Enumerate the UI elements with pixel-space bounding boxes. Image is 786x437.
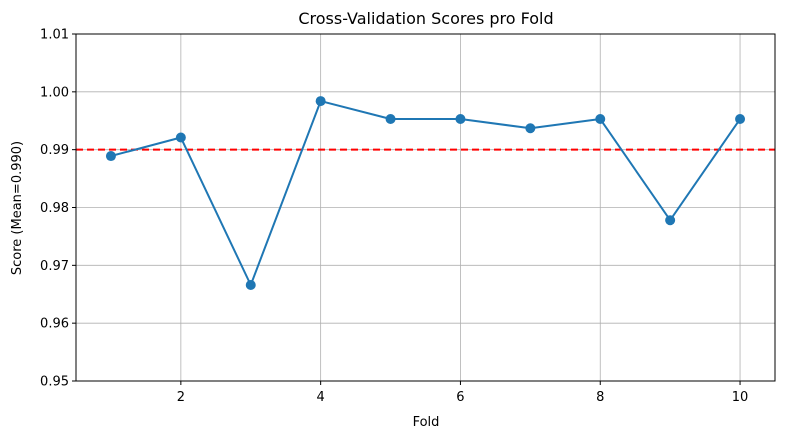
data-point xyxy=(385,114,396,125)
data-point xyxy=(105,151,116,162)
series-line xyxy=(110,100,741,286)
x-tick-label: 6 xyxy=(456,390,464,405)
y-tick-label: 0.99 xyxy=(40,143,69,158)
y-tick-label: 1.00 xyxy=(40,85,69,100)
y-axis-label: Score (Mean=0.990) xyxy=(10,141,25,275)
y-tick-label: 1.01 xyxy=(40,28,69,43)
chart-title: Cross-Validation Scores pro Fold xyxy=(298,9,553,28)
data-point xyxy=(665,215,676,226)
data-point xyxy=(735,114,746,125)
x-tick-label: 8 xyxy=(596,390,604,405)
x-tick-label: 10 xyxy=(732,390,749,405)
y-tick-label: 0.97 xyxy=(40,259,69,274)
series-layer xyxy=(105,96,746,290)
x-axis-label: Fold xyxy=(413,415,440,430)
ticks: 2 4 6 8 10 0.95 0.96 0.97 0.98 0.99 1.00 1.01 xyxy=(40,28,748,406)
data-point xyxy=(455,114,466,125)
x-tick-label: 2 xyxy=(177,390,185,405)
y-tick-label: 0.95 xyxy=(40,375,69,390)
y-tick-label: 0.96 xyxy=(40,317,69,332)
data-point xyxy=(175,132,186,143)
x-tick-label: 4 xyxy=(317,390,325,405)
data-point xyxy=(525,123,536,134)
data-point xyxy=(595,114,606,125)
y-tick-label: 0.98 xyxy=(40,201,69,216)
data-point xyxy=(315,96,326,107)
grid xyxy=(76,33,775,382)
data-point xyxy=(245,279,256,290)
